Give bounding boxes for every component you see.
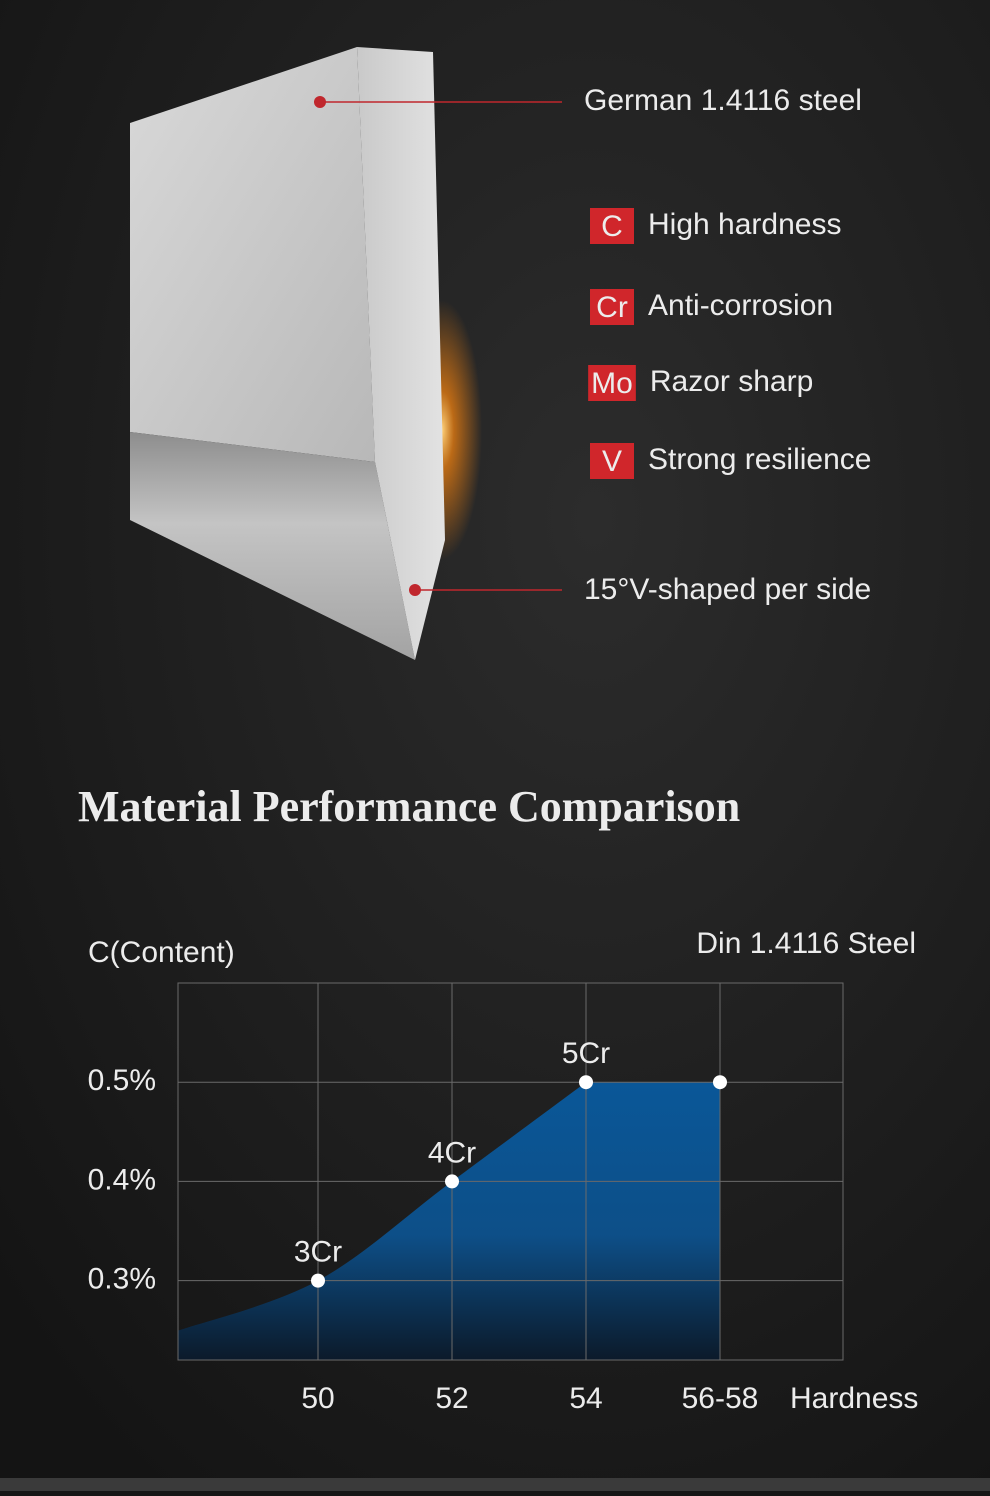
- point-label: 5Cr: [562, 1037, 610, 1070]
- badge-box: [590, 289, 634, 325]
- x-tick-label: 56-58: [682, 1382, 759, 1415]
- chart: 0.3% 0.4% 0.5% 50 52 54 56-58 3Cr 4Cr 5Cr: [88, 982, 844, 1415]
- area-fill: [178, 1082, 720, 1360]
- blade-face: [130, 47, 375, 462]
- point-label: 3Cr: [294, 1236, 342, 1269]
- feature-label: Strong resilience: [648, 443, 871, 476]
- feature-badge: V: [590, 443, 634, 479]
- data-point: [445, 1174, 459, 1189]
- feature-symbol: V: [602, 445, 622, 478]
- feature-badge: C: [590, 208, 634, 244]
- y-tick-label: 0.4%: [88, 1163, 156, 1196]
- blade: [130, 47, 482, 660]
- footer-band: [0, 1478, 990, 1491]
- data-point: [713, 1075, 727, 1090]
- blade-spine: [357, 47, 445, 660]
- feature-label: Razor sharp: [650, 365, 813, 398]
- data-point: [311, 1273, 325, 1288]
- callout-label: German 1.4116 steel: [584, 84, 862, 117]
- x-axis-label: Hardness: [790, 1382, 918, 1415]
- blade-bevel: [130, 432, 415, 660]
- callout-label: 15°V-shaped per side: [584, 573, 871, 606]
- data-point: [579, 1075, 593, 1090]
- point-label: 4Cr: [428, 1136, 476, 1169]
- callout-dot: [409, 584, 421, 596]
- feature-badge: Cr: [590, 289, 634, 325]
- badge-box: [590, 208, 634, 244]
- y-tick-label: 0.3%: [88, 1263, 156, 1296]
- feature-badge: Mo: [588, 365, 636, 401]
- callout-dot: [314, 96, 326, 108]
- feature-symbol: C: [601, 210, 623, 243]
- feature-label: High hardness: [648, 208, 841, 241]
- x-tick-label: 52: [435, 1382, 468, 1415]
- y-tick-label: 0.5%: [88, 1064, 156, 1097]
- chart-title: Material Performance Comparison: [78, 782, 740, 831]
- series-label: Din 1.4116 Steel: [696, 927, 916, 960]
- x-tick-label: 50: [301, 1382, 334, 1415]
- feature-list: C High hardness Cr Anti-corrosion Mo Razor sh…: [588, 208, 871, 479]
- feature-label: Anti-corrosion: [648, 289, 833, 322]
- y-axis-label: C(Content): [88, 936, 235, 969]
- plot-border: [177, 982, 844, 1361]
- badge-box: [590, 443, 634, 479]
- badge-box: [588, 365, 636, 401]
- feature-symbol: Cr: [596, 291, 628, 324]
- callouts: German 1.4116 steel 15°V-shaped per side: [314, 84, 871, 606]
- x-tick-label: 54: [569, 1382, 602, 1415]
- feature-symbol: Mo: [591, 367, 633, 400]
